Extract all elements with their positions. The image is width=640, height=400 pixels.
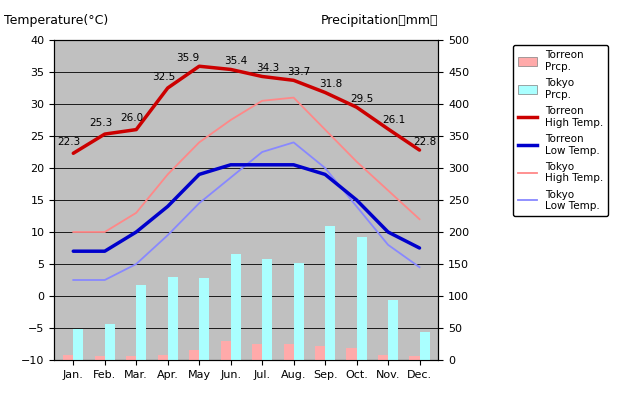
- Bar: [63, 355, 74, 360]
- Bar: [136, 285, 147, 360]
- Bar: [126, 356, 136, 360]
- Bar: [157, 355, 168, 360]
- Text: 35.9: 35.9: [177, 53, 200, 63]
- Bar: [378, 355, 388, 360]
- Bar: [284, 344, 294, 360]
- Bar: [419, 332, 429, 360]
- Bar: [74, 329, 83, 360]
- Text: 26.0: 26.0: [120, 113, 143, 123]
- Text: 29.5: 29.5: [351, 94, 374, 104]
- Text: 25.3: 25.3: [89, 118, 112, 128]
- Bar: [95, 356, 105, 360]
- Text: Precipitation（mm）: Precipitation（mm）: [321, 14, 438, 27]
- Bar: [262, 259, 272, 360]
- Bar: [315, 346, 325, 360]
- Bar: [388, 300, 398, 360]
- Text: Temperature(°C): Temperature(°C): [4, 14, 109, 27]
- Text: 22.8: 22.8: [413, 136, 436, 146]
- Bar: [168, 277, 178, 360]
- Text: 31.8: 31.8: [319, 79, 342, 89]
- Bar: [230, 254, 241, 360]
- Legend: Torreon
Prcp., Tokyo
Prcp., Torreon
High Temp., Torreon
Low Temp., Tokyo
High Te: Torreon Prcp., Tokyo Prcp., Torreon High…: [513, 45, 609, 216]
- Bar: [325, 226, 335, 360]
- Bar: [221, 341, 230, 360]
- Bar: [189, 350, 199, 360]
- Text: 32.5: 32.5: [152, 72, 175, 82]
- Bar: [294, 263, 304, 360]
- Text: 33.7: 33.7: [287, 67, 311, 77]
- Bar: [356, 237, 367, 360]
- Bar: [199, 278, 209, 360]
- Text: 35.4: 35.4: [225, 56, 248, 66]
- Bar: [105, 324, 115, 360]
- Bar: [346, 348, 356, 360]
- Text: 26.1: 26.1: [382, 116, 405, 126]
- Bar: [410, 356, 419, 360]
- Text: 22.3: 22.3: [58, 137, 81, 147]
- Text: 34.3: 34.3: [256, 63, 279, 73]
- Bar: [252, 344, 262, 360]
